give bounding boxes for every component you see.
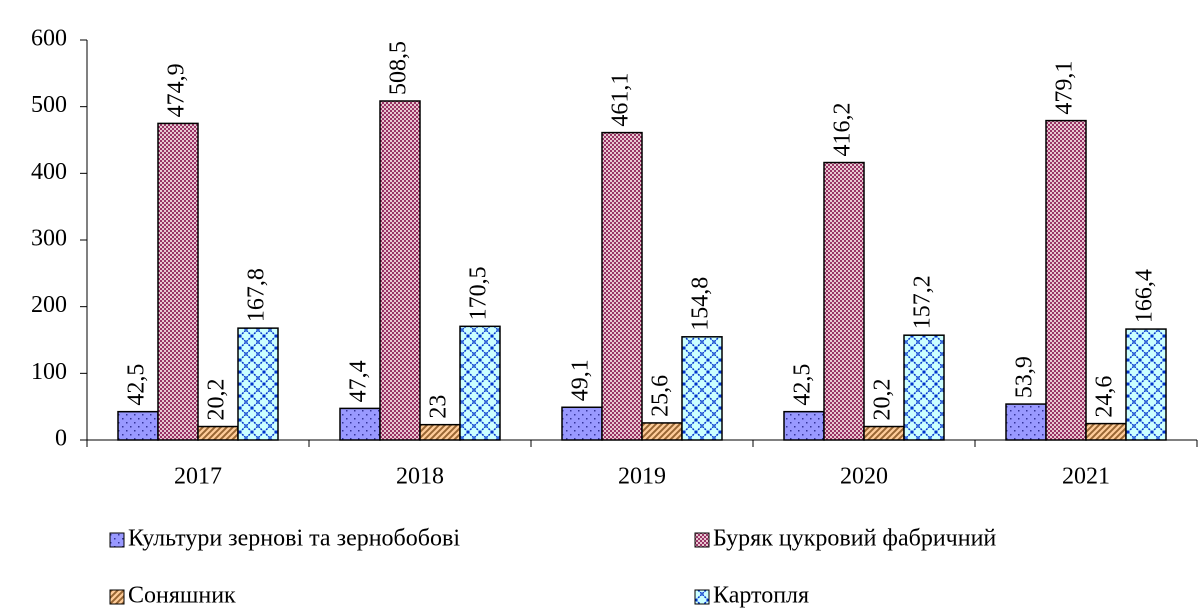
data-label: 47,4	[346, 360, 372, 402]
data-label: 20,2	[204, 379, 230, 421]
data-label: 23	[426, 395, 452, 419]
data-label: 42,5	[124, 364, 150, 406]
x-tick-label: 2018	[396, 464, 444, 490]
bar	[339, 407, 381, 441]
legend-label: Соняшник	[128, 583, 236, 609]
data-label: 53,9	[1012, 356, 1038, 398]
bar	[641, 422, 683, 441]
data-label: 167,8	[244, 268, 270, 322]
legend-label: Картопля	[713, 583, 809, 609]
bar	[823, 161, 865, 441]
legend-swatch	[109, 532, 125, 548]
data-label: 20,2	[870, 379, 896, 421]
bar	[1125, 328, 1167, 441]
x-tick-label: 2019	[618, 464, 666, 490]
y-tick-label: 300	[31, 226, 67, 252]
data-label: 25,6	[648, 375, 674, 417]
data-label: 170,5	[466, 266, 492, 320]
bar	[601, 131, 643, 441]
data-label: 154,8	[688, 277, 714, 331]
y-tick-label: 100	[31, 359, 67, 385]
legend-label: Буряк цукровий фабричний	[713, 526, 996, 552]
bar	[783, 410, 825, 441]
x-tick-label: 2020	[840, 464, 888, 490]
x-tick-label: 2017	[174, 464, 222, 490]
bar	[419, 423, 461, 441]
bar	[561, 406, 603, 441]
bar	[1085, 422, 1127, 441]
legend-swatch	[109, 589, 125, 605]
data-label: 416,2	[830, 103, 856, 157]
data-label: 157,2	[910, 275, 936, 329]
bar	[237, 327, 279, 441]
bar	[1045, 119, 1087, 441]
y-tick-label: 500	[31, 92, 67, 118]
bar	[197, 425, 239, 441]
data-label: 461,1	[608, 73, 634, 127]
legend-swatch	[694, 589, 710, 605]
data-label: 474,9	[164, 63, 190, 117]
data-label: 508,5	[386, 41, 412, 95]
data-label: 24,6	[1092, 376, 1118, 418]
bar	[157, 122, 199, 441]
bar	[379, 100, 421, 441]
data-label: 49,1	[568, 359, 594, 401]
legend-label: Культури зернові та зернобобові	[128, 526, 460, 552]
bar	[1005, 403, 1047, 441]
y-tick-label: 200	[31, 292, 67, 318]
y-tick-label: 600	[31, 26, 67, 52]
bar	[117, 410, 159, 441]
legend-swatch	[694, 532, 710, 548]
bar	[681, 336, 723, 441]
data-label: 166,4	[1132, 269, 1158, 323]
x-tick-label: 2021	[1062, 464, 1110, 490]
bar	[459, 325, 501, 441]
y-tick-label: 400	[31, 159, 67, 185]
y-tick-label: 0	[55, 426, 67, 452]
data-label: 42,5	[790, 364, 816, 406]
bar	[863, 425, 905, 441]
data-label: 479,1	[1052, 61, 1078, 115]
bar	[903, 334, 945, 441]
